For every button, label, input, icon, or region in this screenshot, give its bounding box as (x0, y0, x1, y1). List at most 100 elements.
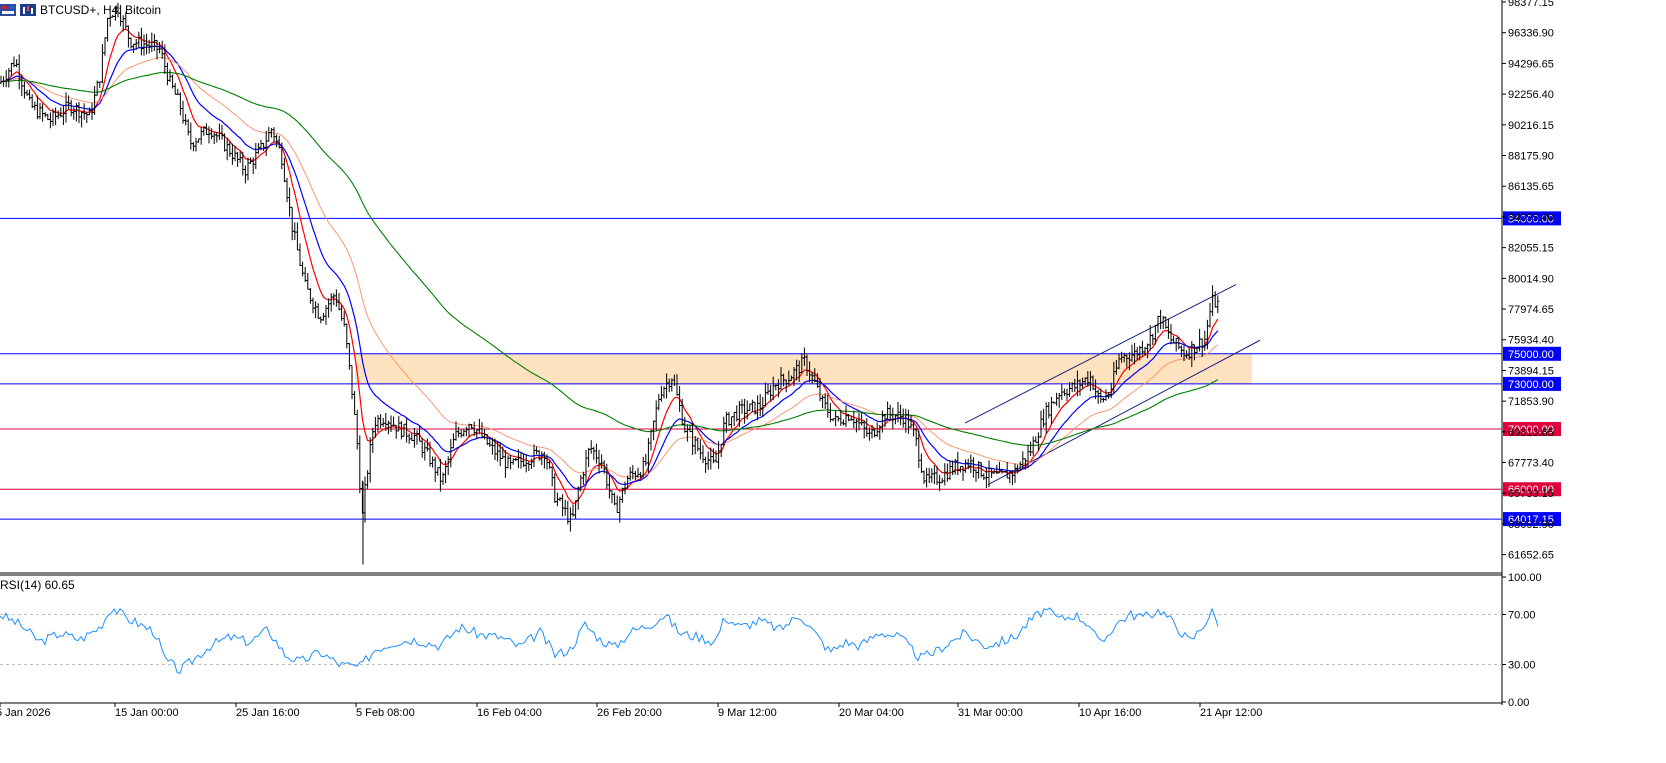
ohlc-bar (61, 105, 65, 126)
ohlc-bar (230, 143, 234, 165)
y-tick-label: 67773.40 (1508, 458, 1554, 470)
ohlc-bar (540, 451, 544, 466)
ohlc-bar (1055, 392, 1059, 406)
ohlc-bar (940, 477, 944, 484)
ohlc-bar (891, 407, 895, 430)
x-tick-label: 5 Feb 08:00 (356, 707, 415, 719)
ohlc-bar (1034, 436, 1038, 443)
ohlc-bar (355, 409, 359, 450)
y-tick-label: 84095.40 (1508, 212, 1554, 224)
ohlc-bar (589, 440, 593, 454)
ohlc-bar (914, 427, 918, 447)
y-tick-label: 73894.15 (1508, 365, 1554, 377)
ohlc-bar (654, 400, 658, 431)
ohlc-bar (615, 495, 619, 514)
ohlc-bar (288, 187, 292, 217)
ohlc-bar (324, 305, 328, 325)
ohlc-bar (964, 459, 968, 473)
ohlc-bar (644, 453, 648, 466)
level-price-tag (1503, 482, 1561, 497)
ohlc-bar (480, 422, 484, 439)
ohlc-bar (256, 143, 260, 154)
ma-green-line (1, 71, 1219, 446)
ohlc-bar (316, 303, 320, 319)
ohlc-bar (662, 386, 666, 399)
ohlc-bar (295, 222, 299, 251)
ohlc-bar (132, 43, 136, 53)
ohlc-bar (714, 450, 718, 463)
ohlc-bar (327, 298, 331, 318)
ohlc-bar (212, 132, 216, 144)
ohlc-bar (236, 151, 240, 167)
ohlc-bar (347, 342, 351, 370)
ohlc-bar (464, 426, 468, 437)
ohlc-bar (1060, 384, 1064, 401)
one-click-trading-icon[interactable] (0, 4, 16, 16)
ohlc-bar (688, 424, 692, 433)
ohlc-bar (171, 74, 175, 89)
ohlc-bar (1159, 309, 1163, 330)
ohlc-bar (623, 481, 627, 495)
ohlc-bar (906, 409, 910, 434)
ohlc-bar (329, 293, 333, 312)
ohlc-bar (724, 411, 728, 433)
y-tick-label: 92256.40 (1508, 89, 1554, 101)
ohlc-bar (423, 441, 427, 461)
ohlc-bar (506, 455, 510, 469)
ohlc-bar (685, 424, 689, 442)
ohlc-bar (100, 43, 104, 84)
ohlc-bar (1161, 315, 1165, 330)
ohlc-bar (275, 134, 279, 148)
ohlc-bar (592, 446, 596, 460)
chart-bars-icon[interactable] (20, 4, 36, 16)
ohlc-bar (750, 399, 754, 412)
ohlc-bar (436, 467, 440, 476)
ohlc-bar (282, 157, 286, 183)
chart-header: BTCUSD+, H4: Bitcoin (0, 2, 161, 18)
ohlc-bar (35, 95, 39, 120)
ohlc-bar (48, 112, 52, 129)
ohlc-bar (1101, 397, 1105, 403)
ohlc-bar (184, 114, 188, 126)
ohlc-bar (584, 449, 588, 483)
ohlc-bar (1172, 335, 1176, 344)
ohlc-bar (727, 411, 731, 427)
ohlc-bar (834, 410, 838, 427)
ohlc-bar (691, 421, 695, 456)
ohlc-bar (46, 113, 50, 121)
ohlc-bar (1208, 303, 1212, 328)
ohlc-bar (943, 463, 947, 486)
ohlc-bar (4, 70, 8, 88)
ohlc-bar (54, 107, 58, 126)
ohlc-bar (610, 490, 614, 504)
ohlc-bar (446, 456, 450, 475)
ohlc-bar (95, 80, 99, 96)
ohlc-bar (126, 25, 130, 48)
y-tick-label: 90216.15 (1508, 120, 1554, 132)
ohlc-bar (160, 40, 164, 59)
ohlc-bar (597, 449, 601, 474)
ohlc-bar (594, 443, 598, 464)
ohlc-bar (98, 81, 102, 88)
x-tick-label: 26 Feb 20:00 (597, 707, 662, 719)
ohlc-bar (38, 102, 42, 120)
level-price-tag (1503, 422, 1561, 437)
ma-blue-line (1, 45, 1219, 490)
ohlc-bar (1166, 318, 1170, 339)
ohlc-bar (392, 416, 396, 427)
ohlc-bar (701, 445, 705, 464)
ohlc-bar (836, 416, 840, 422)
ohlc-bar (854, 418, 858, 433)
ohlc-bar (1164, 316, 1168, 329)
y-tick-label: 63692.90 (1508, 519, 1554, 531)
x-tick-label: 25 Jan 16:00 (236, 707, 300, 719)
y-tick-label: 98377.15 (1508, 0, 1554, 9)
ohlc-bar (59, 107, 63, 118)
ohlc-bar (831, 418, 835, 422)
ohlc-bar (693, 435, 697, 455)
ohlc-bar (298, 243, 302, 267)
trend-channel[interactable] (964, 284, 1261, 486)
level-price-label: 70000.00 (1508, 424, 1554, 436)
ohlc-bar (308, 287, 312, 304)
